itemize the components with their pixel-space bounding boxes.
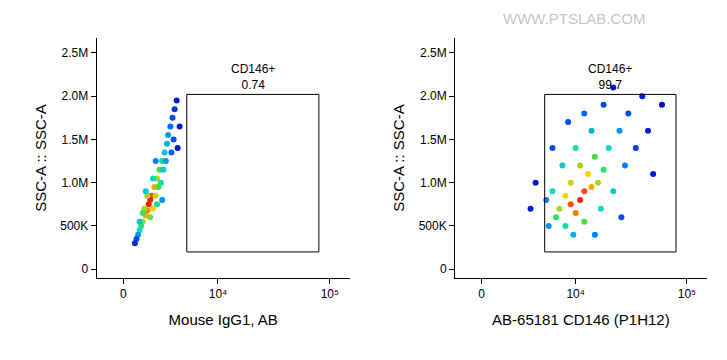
- svg-text:0: 0: [120, 287, 127, 301]
- svg-text:1.0M: 1.0M: [62, 176, 89, 190]
- svg-text:2.5M: 2.5M: [420, 46, 447, 60]
- svg-text:0: 0: [478, 287, 485, 301]
- svg-text:WWW.PTSLAB.COM: WWW.PTSLAB.COM: [503, 10, 646, 27]
- svg-text:AB-65181 CD146 (P1H12): AB-65181 CD146 (P1H12): [492, 311, 670, 328]
- svg-text:500K: 500K: [419, 219, 447, 233]
- svg-text:CD146+0.74: CD146+0.74: [231, 62, 275, 92]
- svg-text:1.5M: 1.5M: [420, 133, 447, 147]
- svg-text:1.5M: 1.5M: [62, 133, 89, 147]
- svg-text:10⁵: 10⁵: [321, 287, 339, 301]
- svg-text:SSC-A :: SSC-A: SSC-A :: SSC-A: [390, 104, 407, 212]
- svg-text:0: 0: [440, 262, 447, 276]
- svg-text:10⁴: 10⁴: [209, 287, 228, 301]
- svg-text:2.0M: 2.0M: [420, 89, 447, 103]
- svg-text:SSC-A :: SSC-A: SSC-A :: SSC-A: [32, 104, 49, 212]
- svg-text:1.0M: 1.0M: [420, 176, 447, 190]
- svg-text:0: 0: [82, 262, 89, 276]
- svg-text:10⁵: 10⁵: [678, 287, 696, 301]
- svg-text:500K: 500K: [60, 219, 88, 233]
- svg-text:10⁴: 10⁴: [566, 287, 585, 301]
- svg-text:2.5M: 2.5M: [62, 46, 89, 60]
- svg-text:2.0M: 2.0M: [62, 89, 89, 103]
- svg-text:CD146+99.7: CD146+99.7: [588, 62, 632, 92]
- svg-text:Mouse IgG1, AB: Mouse IgG1, AB: [169, 311, 278, 328]
